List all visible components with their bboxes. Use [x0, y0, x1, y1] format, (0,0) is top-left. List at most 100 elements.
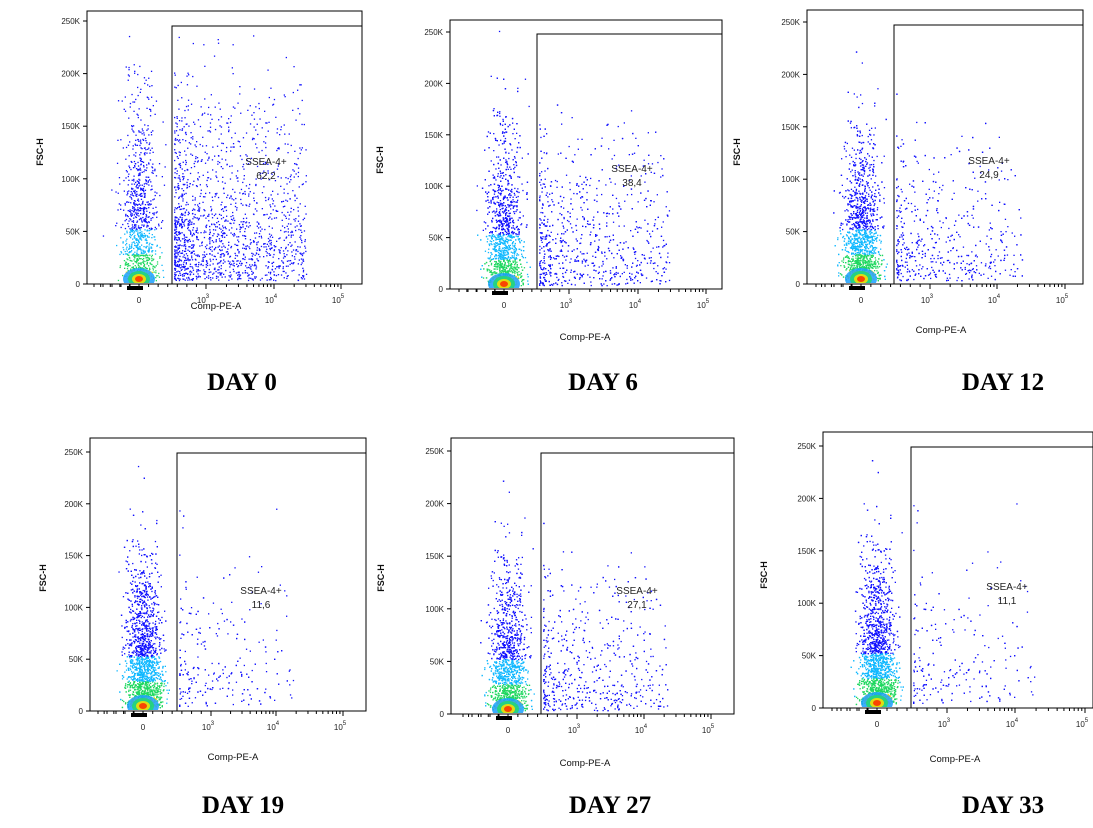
event-dot [278, 238, 280, 240]
event-dot [636, 226, 638, 228]
event-dot [286, 183, 288, 185]
event-dot [539, 195, 541, 197]
event-dot [174, 272, 176, 274]
event-dot [513, 250, 516, 253]
event-dot [540, 179, 542, 181]
event-dot [149, 242, 151, 244]
event-dot [137, 244, 139, 246]
event-dot [128, 75, 130, 77]
x-tick-label: 0 [137, 296, 142, 305]
event-dot [660, 155, 662, 157]
event-dot [128, 155, 130, 157]
event-dot [175, 152, 177, 154]
event-dot [490, 270, 493, 272]
event-dot [183, 275, 185, 277]
event-dot [240, 188, 243, 191]
event-dot [227, 253, 229, 256]
event-dot [523, 267, 526, 269]
event-dot [182, 213, 184, 215]
event-dot [541, 187, 543, 189]
event-dot [179, 233, 181, 235]
event-dot [507, 238, 509, 241]
event-dot [577, 255, 579, 257]
event-dot [245, 185, 248, 187]
event-dot [527, 280, 529, 282]
event-dot [143, 164, 145, 167]
event-dot [571, 227, 573, 229]
event-dot [512, 245, 514, 247]
event-dot [152, 269, 154, 271]
event-dot [143, 257, 145, 260]
event-dot [259, 118, 261, 120]
event-dot [500, 255, 502, 258]
event-dot [196, 185, 198, 188]
event-dot [177, 254, 179, 256]
event-dot [188, 246, 190, 248]
event-dot [141, 192, 143, 195]
event-dot [244, 238, 247, 240]
event-dot [609, 279, 611, 281]
event-dot [268, 261, 270, 263]
event-dot [222, 210, 225, 212]
event-dot [520, 249, 523, 252]
event-dot [140, 158, 142, 160]
event-dot [560, 237, 562, 239]
event-dot [148, 269, 151, 271]
event-dot [499, 224, 501, 226]
event-dot [186, 236, 188, 238]
event-dot [133, 253, 135, 255]
event-dot [184, 269, 186, 271]
event-dot [570, 203, 572, 205]
event-dot [505, 247, 507, 249]
event-dot [305, 213, 307, 215]
event-dot [122, 241, 124, 243]
event-dot [512, 199, 514, 201]
event-dot [201, 241, 203, 243]
event-dot [562, 276, 565, 278]
event-dot [266, 279, 268, 281]
event-dot [174, 159, 176, 162]
event-dot [552, 224, 554, 227]
event-dot [495, 211, 497, 213]
event-dot [545, 235, 548, 238]
event-dot [496, 238, 499, 240]
event-dot [656, 246, 658, 248]
event-dot [509, 248, 511, 250]
event-dot [496, 268, 499, 270]
event-dot [274, 246, 276, 248]
event-dot [258, 151, 260, 153]
event-dot [511, 204, 513, 206]
event-dot [250, 242, 252, 244]
event-dot [559, 267, 561, 269]
event-dot [554, 179, 557, 182]
event-dot [237, 170, 239, 172]
event-dot [490, 262, 493, 265]
event-dot [234, 191, 236, 193]
event-dot [131, 227, 133, 229]
event-dot [564, 231, 567, 233]
event-dot [272, 200, 275, 202]
event-dot [133, 247, 135, 250]
event-dot [184, 150, 186, 152]
event-dot [242, 253, 245, 255]
event-dot [253, 213, 255, 216]
event-dot [198, 218, 200, 220]
event-dot [252, 253, 254, 255]
event-dot [542, 269, 544, 271]
event-dot [219, 240, 221, 242]
event-dot [285, 272, 287, 274]
event-dot [156, 216, 158, 218]
event-dot [133, 229, 135, 232]
event-dot [129, 235, 131, 238]
event-dot [511, 227, 513, 229]
event-dot [493, 245, 496, 248]
event-dot [281, 260, 283, 262]
event-dot [211, 250, 213, 252]
event-dot [495, 249, 497, 251]
event-dot [134, 257, 136, 259]
event-dot [229, 264, 232, 266]
event-dot [511, 149, 513, 151]
event-dot [230, 274, 232, 276]
event-dot [498, 186, 501, 188]
event-dot [526, 224, 528, 226]
